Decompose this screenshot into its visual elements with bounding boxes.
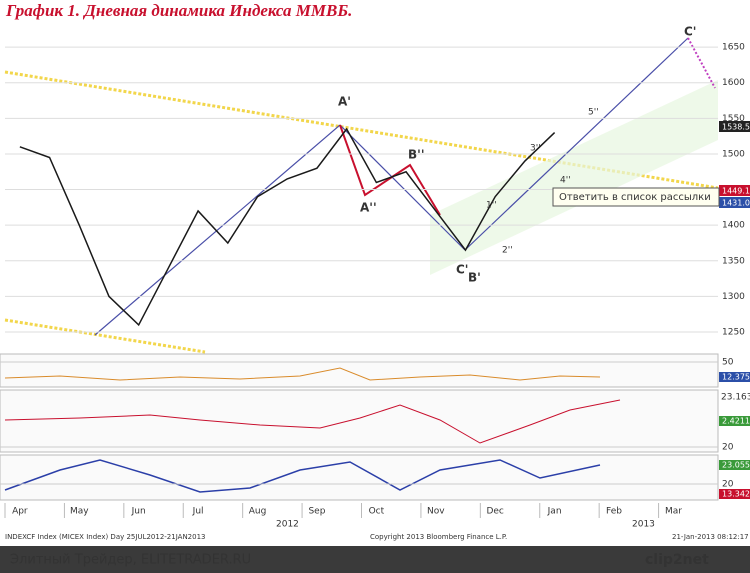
x-tick-label: Feb xyxy=(606,507,622,517)
annotation: 5'' xyxy=(588,108,599,118)
price-line xyxy=(19,127,556,327)
x-tick-label: Apr xyxy=(12,507,28,517)
annotation: 2'' xyxy=(502,246,513,256)
y-tick-label: 1350 xyxy=(722,256,745,266)
indicator-panel xyxy=(0,454,719,501)
x-tick-label: Sep xyxy=(308,507,325,517)
price-tag-bg xyxy=(719,121,750,132)
indicator-panel xyxy=(0,353,719,388)
main-panel: 125013001350140014501500155016001650 xyxy=(5,43,745,338)
price-tag-bg xyxy=(719,460,750,470)
y-tick-label: 1600 xyxy=(722,78,745,88)
logo: clip2net xyxy=(645,552,709,568)
footer-text: INDEXCF Index (MICEX Index) Day 25JUL201… xyxy=(5,533,206,541)
annotation: C' xyxy=(456,263,468,277)
x-tick-label: May xyxy=(70,507,89,517)
indicator-line xyxy=(4,367,601,381)
y-tick-label: 20 xyxy=(722,443,734,453)
wave-line xyxy=(339,124,466,251)
y-tick-label: 1400 xyxy=(722,221,745,231)
price-tag: 2.4211 xyxy=(722,417,750,426)
indicator-line xyxy=(4,459,601,493)
price-tag-bg xyxy=(719,372,750,382)
price-tag-bg xyxy=(719,416,750,426)
price-tag: 1431.05 xyxy=(722,199,750,208)
y-tick-label: 1250 xyxy=(722,328,745,338)
x-tick-label: Oct xyxy=(369,507,385,517)
wave-line xyxy=(687,37,716,89)
x-tick-label: Nov xyxy=(427,507,445,517)
x-tick-label: Aug xyxy=(249,507,267,517)
price-tag-bg xyxy=(719,197,750,208)
price-tag: 12.375 xyxy=(722,373,750,382)
price-tag: 23.0554 xyxy=(722,461,750,470)
x-tick-label: Jan xyxy=(547,507,562,517)
x-tick-label: Jul xyxy=(192,507,204,517)
indicator-line xyxy=(4,399,621,444)
price-tag: 1538.56 xyxy=(722,123,750,132)
annotation: 4'' xyxy=(560,176,571,186)
year-label: 2013 xyxy=(632,520,655,530)
price-tag: 23.1635 xyxy=(721,393,750,403)
price-tag-bg xyxy=(719,185,750,196)
y-tick-label: 50 xyxy=(722,358,734,368)
bottom-bar xyxy=(0,546,750,573)
price-tag-bg xyxy=(719,489,750,499)
annotation: B' xyxy=(468,271,481,285)
trend-zone xyxy=(430,80,718,275)
annotation: 1'' xyxy=(486,201,497,211)
price-tag: 1449.15 xyxy=(722,187,750,196)
y-tick-label: 1300 xyxy=(722,292,745,302)
price-tag: 13.3426 xyxy=(722,490,750,499)
footer-text: 21-Jan-2013 08:12:17 xyxy=(672,533,749,541)
tooltip[interactable]: Ответить в список рассылки xyxy=(559,192,711,203)
wave-line xyxy=(94,124,341,336)
x-tick-label: Dec xyxy=(486,507,503,517)
indicator-panel xyxy=(0,389,719,453)
annotation: C' xyxy=(684,25,696,39)
annotation: B'' xyxy=(408,148,425,162)
chart-title: График 1. Дневная динамика Индекса ММВБ. xyxy=(5,1,352,20)
trend-channel xyxy=(4,318,206,354)
x-tick-label: Mar xyxy=(665,507,682,517)
y-tick-label: 20 xyxy=(722,480,734,490)
y-tick-label: 1550 xyxy=(722,114,745,124)
footer-text: Copyright 2013 Bloomberg Finance L.P. xyxy=(370,533,507,541)
tooltip-box xyxy=(552,187,720,207)
year-label: 2012 xyxy=(276,520,299,530)
annotation: 3'' xyxy=(530,144,541,154)
y-tick-label: 1500 xyxy=(722,149,745,159)
wave-line xyxy=(464,37,689,251)
site-name: Элитный Трейдер, ELITETRADER.RU xyxy=(10,553,251,568)
annotation: A' xyxy=(338,95,351,109)
x-tick-label: Jun xyxy=(131,507,146,517)
annotation: A'' xyxy=(360,201,377,215)
y-tick-label: 1650 xyxy=(722,43,745,53)
